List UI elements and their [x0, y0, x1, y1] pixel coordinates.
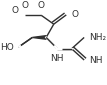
Text: O: O [38, 1, 45, 10]
Text: NH₂: NH₂ [89, 33, 106, 42]
Text: O: O [11, 6, 18, 15]
Polygon shape [32, 36, 46, 39]
Text: HO: HO [0, 43, 14, 52]
Text: O: O [21, 1, 28, 10]
Text: NH: NH [50, 54, 64, 63]
Text: O: O [71, 10, 78, 19]
Text: NH: NH [89, 56, 103, 65]
